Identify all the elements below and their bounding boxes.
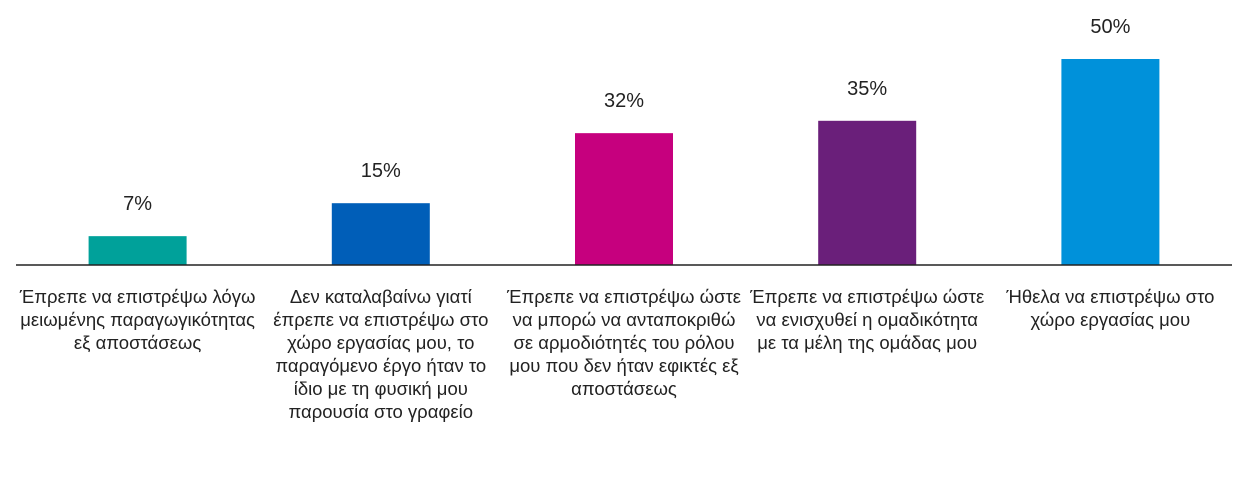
x-tick-label: Ήθελα να επιστρέψω στο χώρο εργασίας μου xyxy=(1006,286,1215,330)
value-label: 7% xyxy=(123,193,152,215)
bar xyxy=(818,120,917,265)
x-tick-label: Έπρεπε να επιστρέψω ώστε να ενισχυθεί η … xyxy=(750,286,985,353)
bar xyxy=(331,203,430,265)
value-label: 50% xyxy=(1090,16,1130,38)
bar xyxy=(1061,59,1160,265)
value-label: 32% xyxy=(604,90,644,112)
x-tick-label: Έπρεπε να επιστρέψω ώστε να μπορώ να αντ… xyxy=(506,286,742,399)
value-label: 35% xyxy=(847,78,887,100)
x-tick-label: Δεν καταλαβαίνω γιατί έπρεπε να επιστρέψ… xyxy=(273,286,489,422)
bar xyxy=(88,236,187,265)
x-tick-label: Έπρεπε να επιστρέψω λόγω μειωμένης παραγ… xyxy=(19,286,256,353)
bar xyxy=(575,133,673,265)
value-label: 15% xyxy=(361,160,401,182)
